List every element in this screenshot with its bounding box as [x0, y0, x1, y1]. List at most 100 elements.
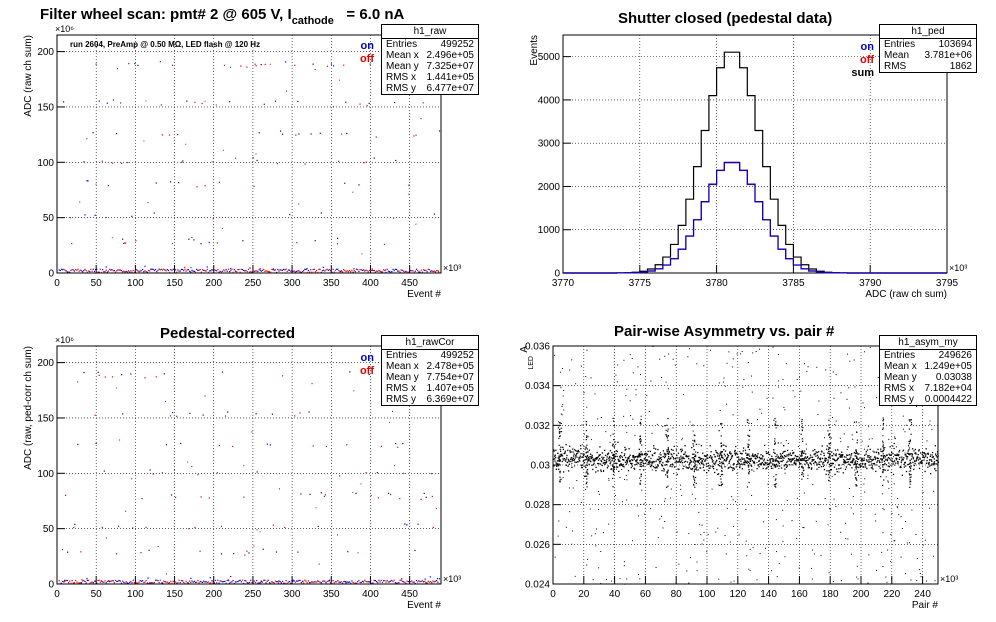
baseline-point	[430, 270, 432, 272]
data-point	[763, 458, 765, 460]
baseline-point	[224, 580, 226, 582]
stats-value: 7.754e+07	[426, 372, 474, 383]
stats-box: h1_asym_my Entries 249626 Mean x 1.249e+05 M…	[879, 335, 977, 406]
baseline-point	[159, 269, 161, 271]
spike-point	[855, 421, 857, 423]
spike-point	[693, 481, 696, 483]
data-point	[814, 461, 816, 463]
data-point	[567, 449, 569, 451]
baseline-point	[290, 582, 292, 584]
data-point	[869, 448, 871, 451]
data-point	[633, 456, 635, 458]
data-point	[633, 467, 635, 469]
data-point	[606, 467, 609, 469]
data-point	[770, 458, 772, 460]
data-point	[786, 449, 789, 452]
baseline-point	[317, 580, 319, 582]
spike-point	[720, 481, 722, 483]
outlier-point	[883, 509, 885, 511]
data-point	[841, 454, 843, 456]
data-point	[730, 452, 732, 455]
data-point	[867, 445, 869, 447]
baseline-point	[107, 580, 110, 582]
data-point	[702, 452, 704, 454]
baseline-point	[69, 271, 71, 273]
outlier-point	[759, 348, 761, 350]
y-tick-label: 200	[37, 47, 54, 58]
data-point	[602, 470, 605, 472]
outlier-point	[667, 388, 669, 390]
data-point	[200, 496, 202, 498]
outlier-point	[559, 371, 561, 373]
data-point	[168, 134, 171, 136]
outlier-point	[557, 452, 559, 454]
baseline-point	[398, 581, 400, 584]
data-point	[828, 452, 830, 455]
data-point	[95, 183, 97, 185]
baseline-point	[299, 271, 301, 273]
baseline-point	[227, 580, 230, 582]
baseline-point	[334, 269, 337, 271]
y-tick-label: 0.036	[525, 342, 550, 353]
baseline-point	[154, 579, 157, 581]
baseline-point	[93, 270, 96, 273]
baseline-point	[93, 580, 96, 582]
data-point	[745, 457, 748, 459]
baseline-point	[130, 270, 132, 272]
data-point	[803, 457, 806, 459]
baseline-point	[428, 581, 431, 583]
data-point	[921, 451, 924, 454]
data-point	[909, 461, 912, 464]
spike-point	[611, 445, 614, 447]
data-point	[645, 452, 647, 455]
data-point	[209, 577, 211, 579]
baseline-point	[62, 269, 64, 271]
outlier-point	[783, 406, 785, 408]
baseline-point	[351, 580, 353, 582]
spike-point	[801, 478, 803, 480]
baseline-point	[274, 269, 277, 271]
data-point	[925, 448, 927, 450]
data-point	[847, 446, 849, 448]
outlier-point	[554, 556, 556, 558]
data-point	[614, 455, 617, 457]
baseline-point	[391, 579, 393, 582]
spike-point	[584, 448, 586, 450]
data-point	[598, 462, 600, 465]
data-point	[834, 454, 836, 456]
spike-point	[721, 426, 724, 429]
plot-asymmetry: 0 20 40 60 80 100 120 140 160 180 200 220 2400.0240.…	[519, 342, 958, 612]
data-point	[643, 458, 645, 460]
data-point	[341, 133, 343, 135]
spike-point	[585, 429, 588, 432]
data-point	[724, 458, 726, 461]
outlier-point	[585, 488, 587, 490]
plot-frame	[562, 34, 948, 274]
data-point	[554, 454, 556, 456]
data-point	[634, 464, 636, 466]
spike-point	[909, 440, 911, 442]
data-point	[622, 463, 624, 466]
data-point	[315, 507, 317, 509]
outlier-point	[663, 469, 665, 471]
data-point	[651, 454, 653, 456]
baseline-point	[398, 270, 400, 272]
spike-point	[910, 480, 912, 483]
baseline-point	[424, 269, 426, 271]
data-point	[782, 451, 785, 453]
baseline-point	[129, 581, 131, 583]
data-point	[700, 457, 702, 460]
outlier-point	[885, 476, 887, 478]
data-point	[681, 462, 684, 464]
baseline-point	[102, 269, 104, 271]
x-tick-label: 400	[362, 589, 379, 600]
data-point	[263, 103, 265, 105]
stats-value: 1.441e+05	[426, 72, 474, 83]
data-point	[98, 100, 100, 102]
x-tick-label: 350	[323, 278, 340, 289]
stats-box: h1_rawCor Entries 499252 Mean x 2.478e+05 Me…	[381, 335, 479, 406]
baseline-point	[84, 580, 86, 583]
data-point	[831, 451, 833, 453]
data-point	[605, 454, 607, 457]
x-tick-label: 400	[362, 278, 379, 289]
